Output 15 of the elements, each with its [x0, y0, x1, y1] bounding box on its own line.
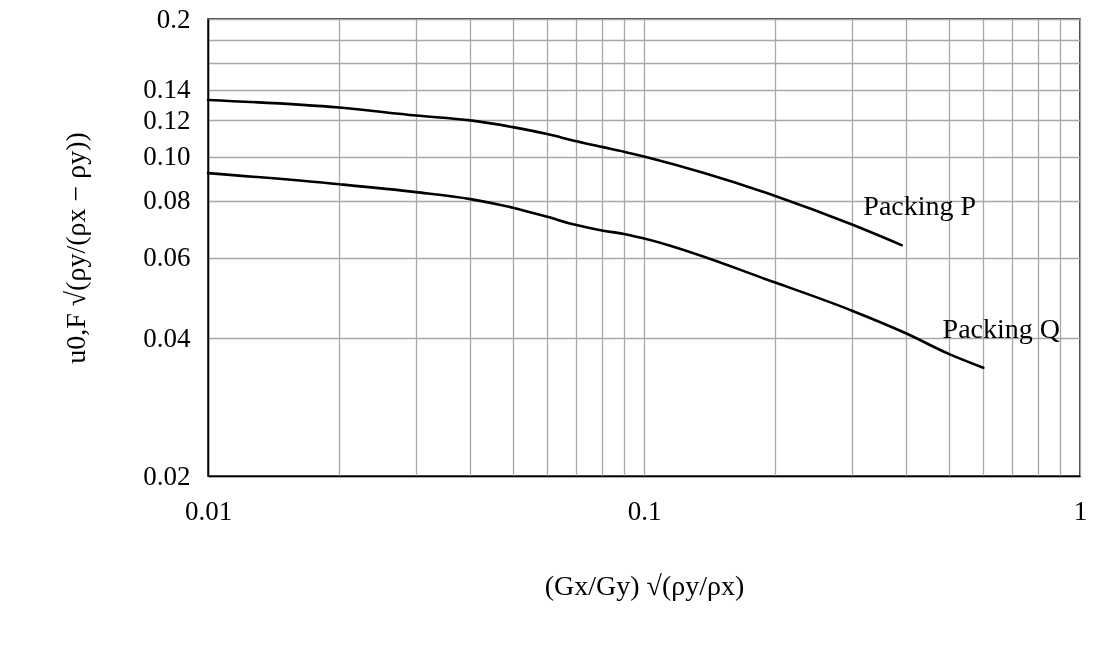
y-tick-label: 0.02: [143, 460, 191, 491]
y-tick-label: 0.06: [143, 242, 191, 273]
y-tick-label: 0.2: [156, 3, 191, 34]
y-tick-label: 0.08: [143, 185, 191, 216]
series-label: Packing P: [863, 190, 977, 222]
x-tick-label: 1: [1073, 495, 1088, 526]
y-tick-label: 0.14: [143, 74, 191, 105]
series-label: Packing Q: [942, 312, 1060, 344]
x-axis-title: (Gx/Gy) √(ρy/ρx): [544, 569, 745, 601]
x-tick-label: 0.01: [184, 495, 233, 526]
y-tick-label: 0.04: [143, 322, 191, 353]
y-axis-title: u0,F √(ρy/(ρx − ρy)): [60, 132, 92, 364]
y-tick-label: 0.12: [143, 104, 191, 135]
x-tick-label: 0.1: [627, 495, 662, 526]
y-tick-label: 0.10: [143, 141, 191, 172]
